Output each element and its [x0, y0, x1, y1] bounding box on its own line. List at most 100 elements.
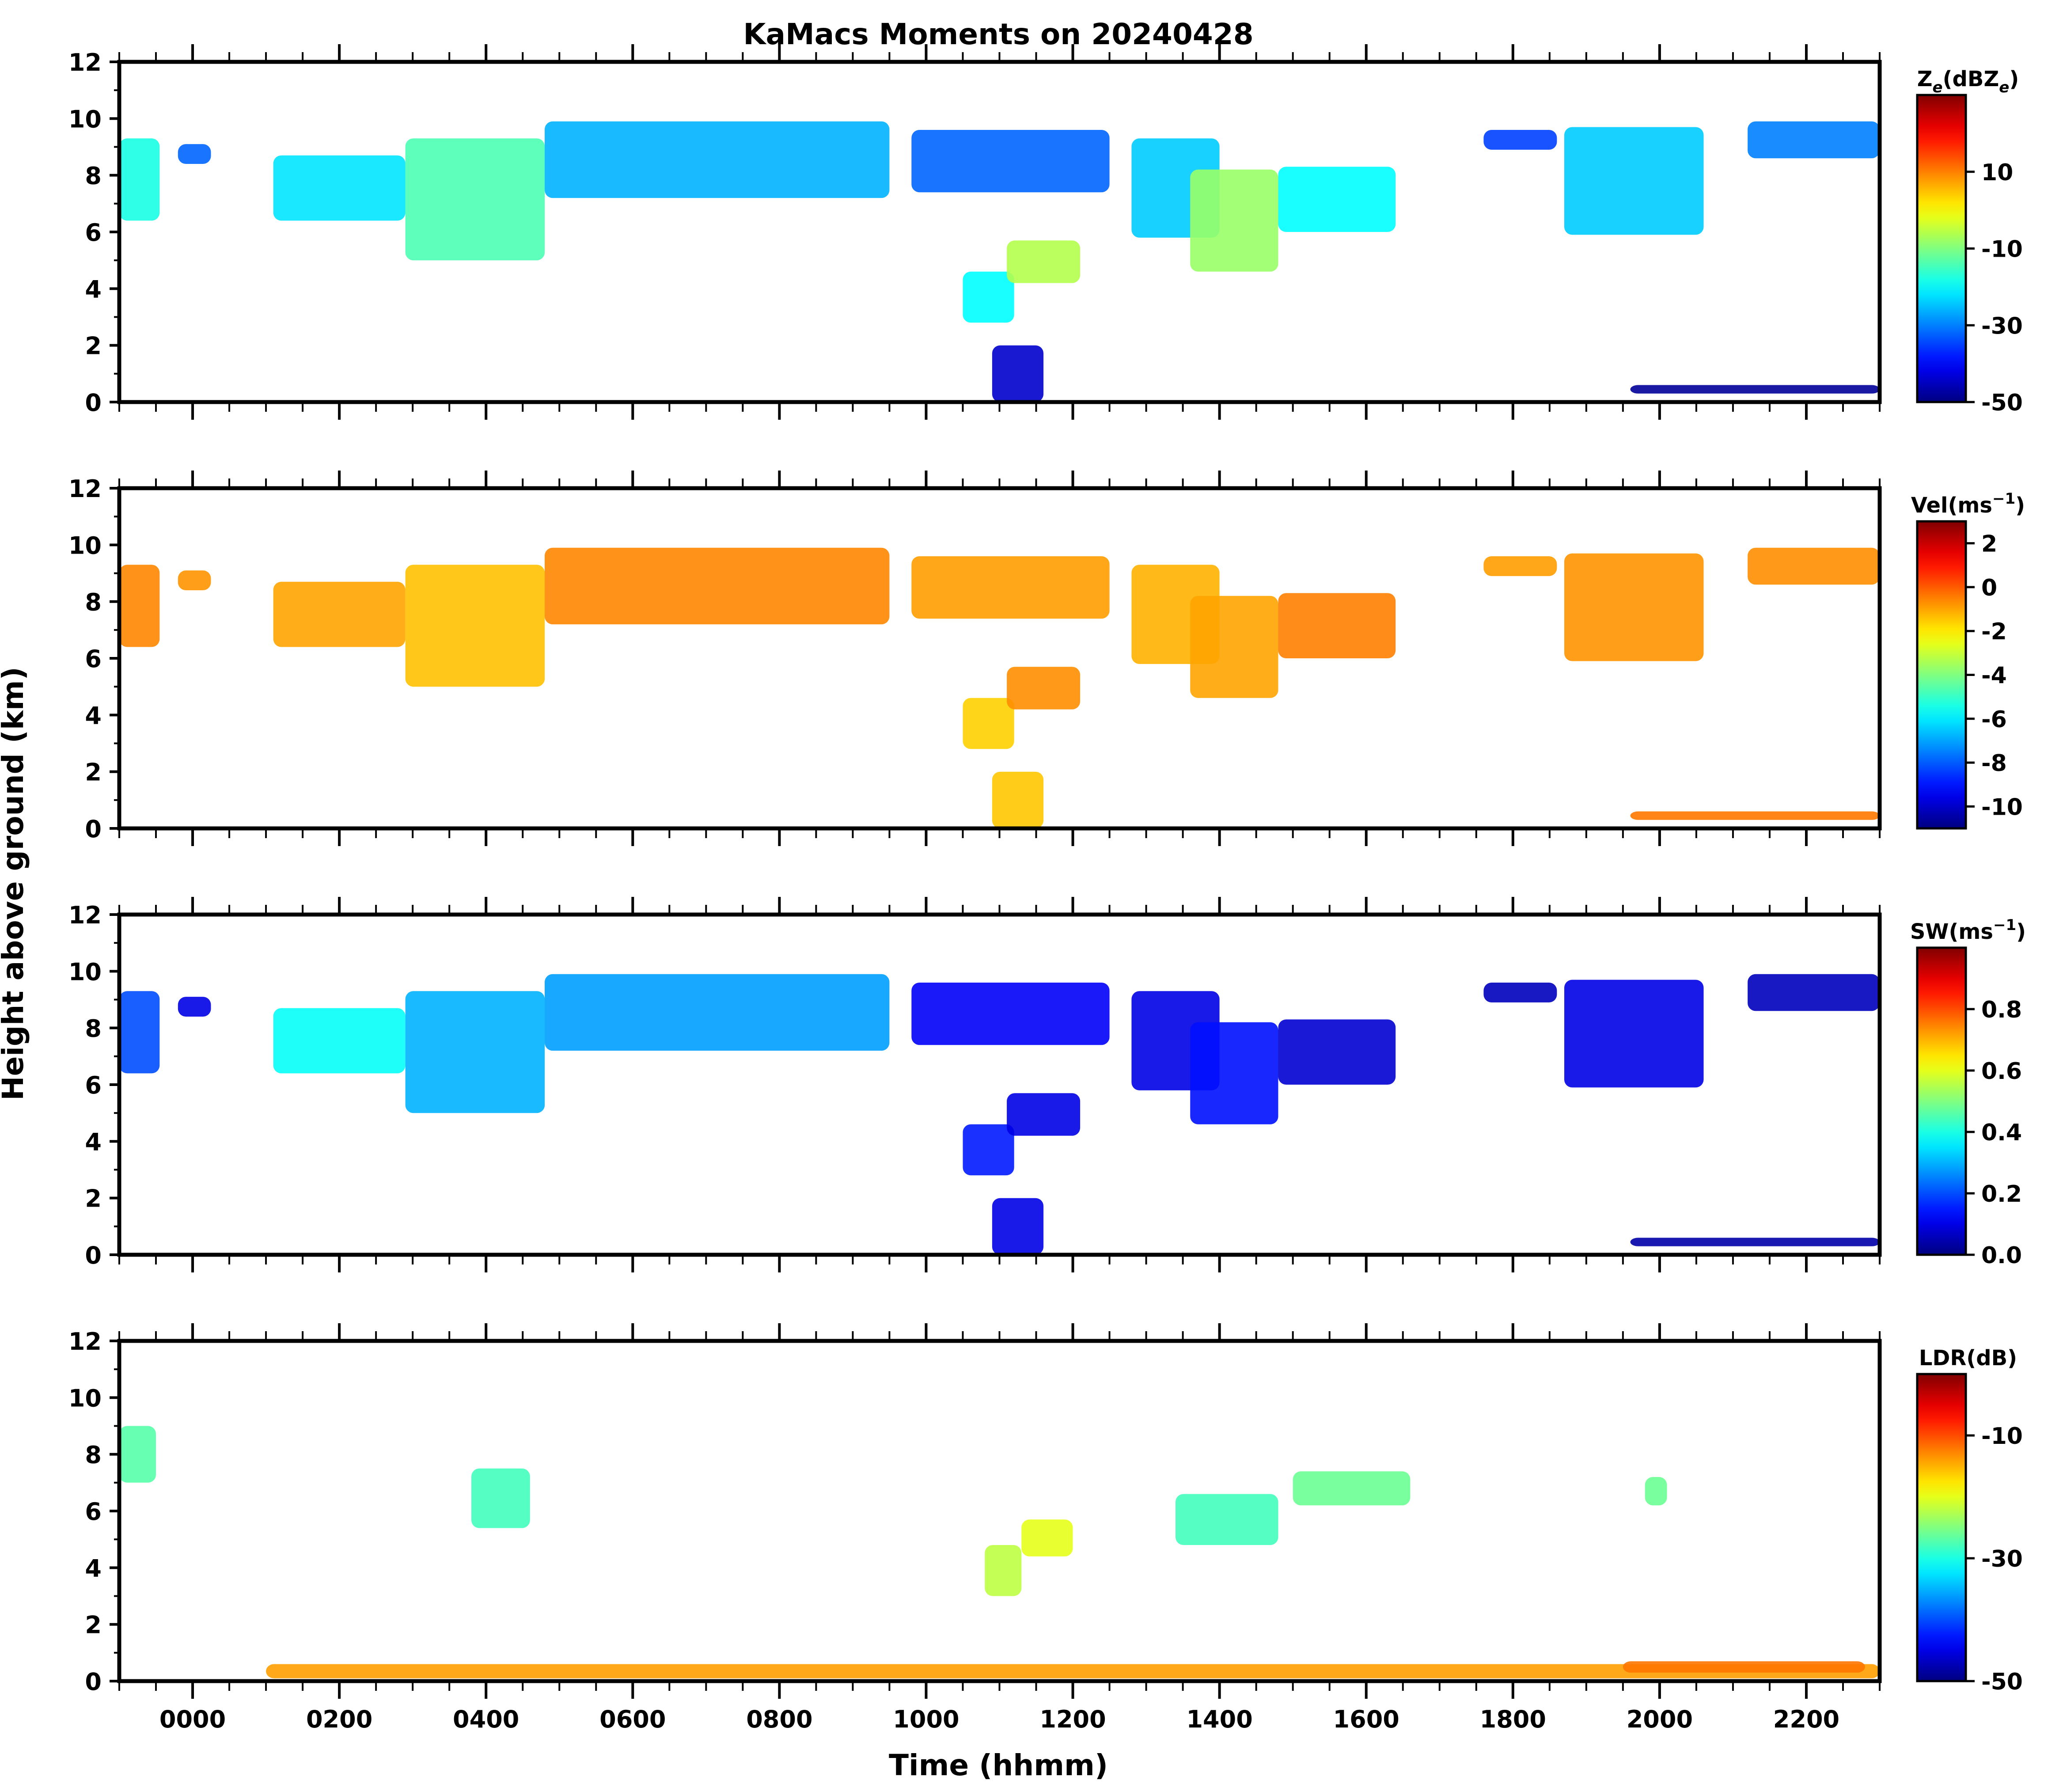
x-tick-label: 1200 — [1039, 1705, 1106, 1733]
x-tick-label: 2200 — [1773, 1705, 1839, 1733]
x-tick-label: 0000 — [159, 1705, 226, 1733]
panel-vel: 0 2 4 6 8 10 12 2 0 -2 -4 -6 -8 -10 Vel(ms−1) — [68, 471, 2025, 846]
x-tick-label: 1400 — [1186, 1705, 1252, 1733]
echo-region-4 — [545, 974, 890, 1051]
echo-region-6 — [963, 698, 1014, 749]
colorbar-label: Ze(dBZe) — [1917, 67, 2019, 96]
echo-region-6 — [963, 271, 1014, 323]
echo-regions — [119, 974, 1880, 1255]
echo-region-1 — [178, 997, 211, 1017]
y-tick-label: 8 — [85, 1441, 102, 1469]
panels: 0 2 4 6 8 10 12 10 -10 -30 -50 Ze(dBZe) 0 2 4 6 8 10 12 2 0 -… — [68, 44, 2026, 1733]
x-tick-label: 0400 — [453, 1705, 519, 1733]
y-tick-label: 12 — [68, 901, 102, 929]
y-tick-label: 6 — [85, 219, 102, 247]
colorbar-tick-label: 0.6 — [1981, 1058, 2022, 1085]
echo-region-7 — [1007, 1093, 1081, 1136]
echo-region-12 — [1564, 127, 1704, 235]
colorbar-label: LDR(dB) — [1919, 1346, 2017, 1371]
colorbar-tick-label: -4 — [1981, 663, 2007, 689]
echo-region-5 — [911, 556, 1110, 619]
colorbar — [1916, 520, 1967, 830]
y-tick-label: 2 — [85, 1185, 102, 1213]
colorbar-label: SW(ms−1) — [1910, 916, 2026, 944]
y-tick-label: 10 — [68, 958, 102, 986]
y-tick-label: 12 — [68, 1328, 102, 1355]
x-tick-label: 2000 — [1627, 1705, 1693, 1733]
echo-region-4 — [545, 121, 890, 198]
x-tick-label: 1600 — [1333, 1705, 1399, 1733]
colorbar — [1916, 946, 1967, 1256]
y-tick-label: 8 — [85, 588, 102, 616]
echo-region-0 — [119, 565, 160, 647]
echo-region-6 — [963, 1124, 1014, 1176]
colorbar-tick-label: -50 — [1981, 390, 2023, 416]
echo-region-10 — [1278, 1019, 1396, 1085]
echo-region-11 — [1483, 983, 1557, 1002]
colorbar-label: Vel(ms−1) — [1911, 490, 2025, 518]
echo-region-0 — [119, 991, 160, 1074]
echo-region-15 — [1630, 811, 1880, 820]
y-tick-label: 2 — [85, 1611, 102, 1639]
x-axis-label: Time (hhmm) — [889, 1748, 1108, 1782]
x-tick-label: 0200 — [306, 1705, 372, 1733]
echo-region-3 — [1021, 1519, 1073, 1557]
figure-title: KaMacs Moments on 20240428 — [743, 17, 1253, 51]
y-tick-label: 0 — [85, 389, 102, 417]
colorbar-tick-label: 10 — [1981, 159, 2013, 186]
colorbar-tick-label: -10 — [1981, 794, 2023, 820]
y-tick-label: 0 — [85, 1241, 102, 1269]
colorbar-tick-label: -30 — [1981, 1546, 2023, 1572]
y-tick-label: 4 — [85, 702, 102, 729]
echo-region-3 — [405, 138, 545, 261]
echo-region-7 — [266, 1664, 1880, 1678]
colorbar-tick-label: -8 — [1981, 750, 2007, 777]
echo-region-1 — [471, 1468, 530, 1528]
colorbar-tick-label: 0.2 — [1981, 1181, 2022, 1207]
colorbar-tick-label: 0.4 — [1981, 1120, 2022, 1146]
colorbar-tick-label: -10 — [1981, 236, 2023, 263]
echo-region-14 — [992, 345, 1044, 402]
echo-region-11 — [1483, 130, 1557, 150]
echo-region-10 — [1278, 593, 1396, 658]
echo-region-3 — [405, 565, 545, 687]
panel-sw: 0 2 4 6 8 10 12 0.8 0.6 0.4 0.2 0.0 SW(ms−1) — [68, 897, 2026, 1272]
y-axis-label: Height above ground (km) — [0, 667, 30, 1101]
y-tick-label: 4 — [85, 1554, 102, 1582]
echo-region-4 — [545, 547, 890, 625]
echo-regions — [119, 121, 1880, 402]
echo-region-6 — [1645, 1477, 1667, 1506]
colorbar-tick-label: 0.0 — [1981, 1242, 2022, 1269]
colorbar-tick-label: -30 — [1981, 313, 2023, 339]
echo-regions — [119, 547, 1880, 828]
colorbar-tick-label: -10 — [1981, 1423, 2023, 1450]
echo-region-11 — [1483, 556, 1557, 576]
echo-region-13 — [1748, 121, 1880, 159]
x-tick-label: 1800 — [1480, 1705, 1546, 1733]
echo-region-14 — [992, 1198, 1044, 1255]
y-tick-label: 10 — [68, 1384, 102, 1412]
x-tick-label: 0800 — [746, 1705, 812, 1733]
y-tick-label: 10 — [68, 105, 102, 133]
echo-region-2 — [985, 1545, 1022, 1596]
colorbar-tick-label: -6 — [1981, 706, 2007, 733]
echo-region-2 — [273, 1008, 406, 1074]
colorbar-tick-label: 0.8 — [1981, 997, 2022, 1023]
echo-region-9 — [1190, 596, 1278, 698]
echo-region-12 — [1564, 553, 1704, 661]
echo-region-5 — [911, 130, 1110, 193]
echo-region-12 — [1564, 980, 1704, 1088]
x-tick-label: 1000 — [893, 1705, 959, 1733]
echo-region-4 — [1176, 1494, 1278, 1545]
echo-region-13 — [1748, 974, 1880, 1011]
echo-region-0 — [119, 138, 160, 221]
y-tick-label: 8 — [85, 162, 102, 190]
echo-region-8 — [1623, 1661, 1865, 1673]
panel-ldr: 0 2 4 6 8 10 12 0000 0200 0400 0600 0800 1000 1200 140… — [68, 1323, 2023, 1733]
echo-region-14 — [992, 771, 1044, 828]
colorbar-tick-label: -50 — [1981, 1669, 2023, 1695]
colorbar-tick-label: -2 — [1981, 619, 2007, 645]
x-tick-label: 0600 — [599, 1705, 666, 1733]
panel-frame — [117, 1339, 1882, 1683]
